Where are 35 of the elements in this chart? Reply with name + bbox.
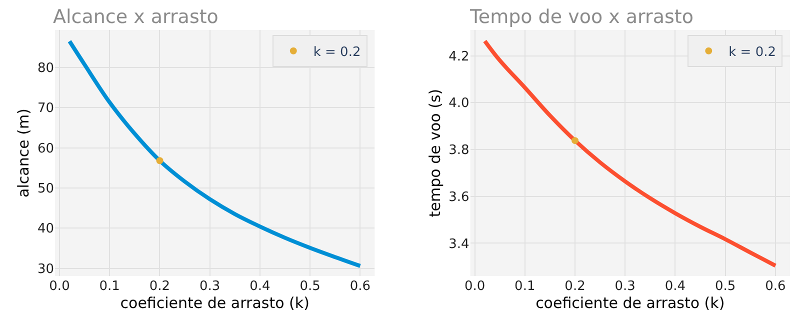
x-tick-label: 0.2	[564, 279, 586, 294]
y-tick-label: 60	[37, 141, 54, 156]
x-tick-label: 0.5	[300, 279, 320, 294]
x-tick-label: 0.2	[149, 279, 170, 294]
y-tick-label: 40	[37, 222, 54, 237]
x-tick-label: 0.0	[49, 279, 70, 294]
y-tick-label: 50	[37, 182, 54, 197]
x-tick-label: 0.5	[715, 279, 736, 294]
y-tick-label: 3.4	[448, 236, 470, 252]
x-tick-label: 0.4	[664, 279, 686, 294]
x-axis-title: coeficiente de arrasto (k)	[120, 294, 310, 312]
chart-title: Alcance x arrasto	[53, 6, 218, 28]
legend-label: k = 0.2	[313, 44, 361, 60]
x-tick-label: 0.6	[350, 279, 371, 294]
line-series	[68, 39, 362, 268]
y-tick-label: 3.6	[448, 190, 470, 205]
line-series	[482, 39, 778, 268]
x-tick-label: 0.1	[514, 279, 536, 294]
legend-label: k = 0.2	[728, 44, 776, 60]
y-tick-label: 30	[37, 262, 54, 277]
x-tick-label: 0.6	[765, 279, 786, 294]
y-axis-title: tempo de voo (s)	[426, 88, 444, 218]
x-tick-label: 0.0	[464, 279, 486, 294]
chart-title: Tempo de voo x arrasto	[469, 6, 694, 28]
y-tick-label: 4.0	[448, 96, 470, 112]
x-tick-label: 0.3	[614, 279, 636, 294]
y-tick-label: 80	[37, 60, 54, 76]
y-tick-label: 4.2	[448, 49, 470, 64]
y-tick-label: 70	[37, 101, 54, 116]
y-tick-label: 3.8	[448, 143, 470, 158]
x-tick-label: 0.1	[99, 279, 120, 294]
x-tick-label: 0.4	[250, 279, 270, 294]
x-axis-title: coeficiente de arrasto (k)	[536, 294, 725, 312]
x-tick-label: 0.3	[200, 279, 220, 294]
y-axis-title: alcance (m)	[14, 108, 33, 198]
